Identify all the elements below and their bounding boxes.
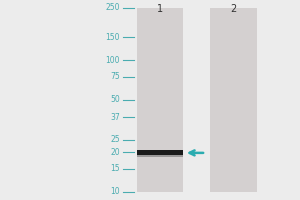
Text: 20: 20: [110, 148, 120, 157]
Bar: [136, 8, 183, 192]
Text: 50: 50: [110, 96, 120, 104]
Text: 100: 100: [106, 56, 120, 65]
Text: 2: 2: [230, 4, 236, 14]
Text: 1: 1: [157, 4, 163, 14]
Text: 150: 150: [106, 33, 120, 42]
Bar: [136, 155, 183, 157]
Text: 37: 37: [110, 113, 120, 122]
Text: 10: 10: [110, 188, 120, 196]
Bar: [136, 150, 183, 155]
Text: 15: 15: [110, 164, 120, 173]
Bar: [210, 8, 256, 192]
Text: 250: 250: [106, 3, 120, 12]
Text: 25: 25: [110, 135, 120, 144]
Text: 75: 75: [110, 72, 120, 81]
